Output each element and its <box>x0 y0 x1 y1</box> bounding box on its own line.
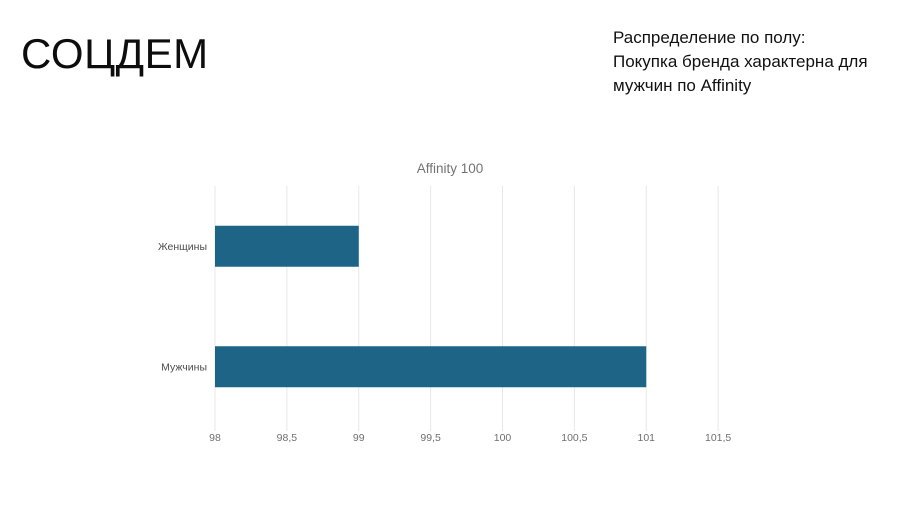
chart-title: Affinity 100 <box>416 161 484 176</box>
annotation-line: мужчин по Affinity <box>613 76 752 95</box>
bar-women <box>215 225 359 267</box>
annotation-line: Распределение по полу: <box>613 28 806 47</box>
x-axis-tick-label: 99 <box>353 432 365 444</box>
x-axis-tick-label: 101 <box>637 432 655 444</box>
x-axis-tick-label: 100,5 <box>561 432 587 444</box>
bar-men <box>215 346 647 388</box>
x-axis-tick-label: 101,5 <box>705 432 731 444</box>
slide-title: СОЦДЕМ <box>21 30 209 77</box>
x-axis-tick-label: 100 <box>494 432 512 444</box>
category-label: Женщины <box>158 241 207 253</box>
annotation-line: Покупка бренда характерна для <box>613 52 868 71</box>
x-axis-tick-label: 98 <box>209 432 221 444</box>
x-axis-tick-label: 99,5 <box>420 432 441 444</box>
x-axis-tick-label: 98,5 <box>277 432 298 444</box>
slide-annotation: Распределение по полу: Покупка бренда ха… <box>613 26 888 98</box>
category-label: Мужчины <box>161 361 207 373</box>
